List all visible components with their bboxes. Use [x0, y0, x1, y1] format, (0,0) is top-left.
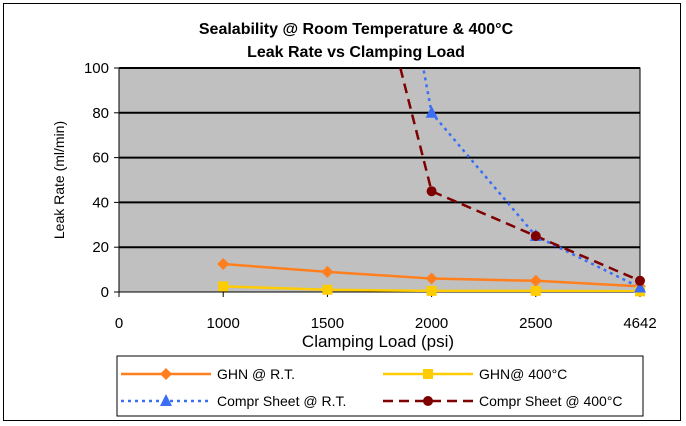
x-tick-label-1500: 1500	[311, 315, 344, 332]
y-axis-label: Leak Rate (ml/min)	[51, 121, 67, 239]
x-tick-label-4642: 4642	[623, 315, 656, 332]
x-tick-label-2500: 2500	[519, 315, 552, 332]
series-1-point-2	[426, 285, 437, 296]
series-0-point-3	[529, 274, 542, 287]
series-0-point-0	[217, 258, 230, 270]
chart-title-line-1: Sealability @ Room Temperature & 400°C	[199, 21, 514, 38]
series-2	[421, 68, 640, 289]
series-3-point-2	[635, 275, 645, 286]
y-tick-label-20: 20	[92, 239, 109, 256]
x-tick-label-0: 0	[115, 315, 123, 332]
legend-label-1: GHN@ 400°C	[479, 366, 567, 382]
plot-background	[118, 67, 641, 293]
series-0-point-1	[321, 265, 334, 278]
y-tick-label-100: 100	[84, 60, 109, 77]
legend-label-2: Compr Sheet @ R.T.	[217, 393, 346, 409]
series-line-3	[399, 68, 640, 282]
x-tick-label-2000: 2000	[415, 315, 448, 332]
series-line-2	[421, 68, 640, 289]
x-tick-label-1000: 1000	[207, 315, 240, 332]
legend: GHN @ R.T. GHN@ 400°C Compr Sheet @ R.T. Co…	[116, 355, 644, 417]
legend-marker-3	[423, 396, 433, 406]
series-2-point-2	[634, 280, 646, 293]
series-1-point-1	[322, 284, 333, 295]
y-tick-label-40: 40	[92, 194, 109, 211]
legend-marker-1	[423, 369, 433, 379]
y-tick-label-80: 80	[92, 105, 109, 122]
series-1-point-3	[530, 285, 541, 296]
series-3-point-1	[530, 231, 541, 241]
chart-title-line-2: Leak Rate vs Clamping Load	[247, 44, 465, 61]
legend-label-0: GHN @ R.T.	[217, 366, 295, 382]
x-axis-label: Clamping Load (psi)	[302, 332, 454, 351]
series-3	[399, 68, 640, 282]
legend-marker-0	[160, 368, 172, 380]
legend-box	[116, 355, 644, 417]
series-2-point-0	[425, 105, 438, 118]
y-tick-label-60: 60	[92, 150, 109, 167]
series-1-point-0	[218, 281, 229, 292]
series-3-point-0	[426, 186, 437, 197]
y-tick-label-0: 0	[101, 284, 109, 301]
legend-label-3: Compr Sheet @ 400°C	[479, 393, 623, 409]
legend-marker-2	[160, 394, 172, 406]
series-0-point-2	[425, 272, 438, 285]
